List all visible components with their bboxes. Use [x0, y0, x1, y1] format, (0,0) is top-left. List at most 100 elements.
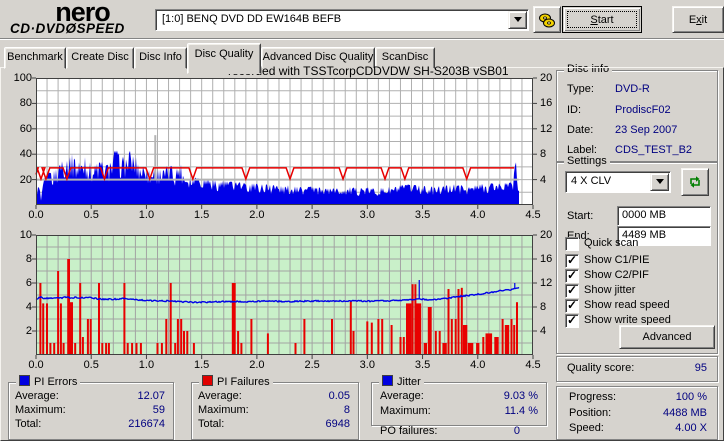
exit-button-label: Exit [688, 13, 708, 26]
disc-id-label: ID: [567, 104, 582, 116]
speed-label: Speed: [569, 422, 604, 434]
checkbox-box[interactable] [565, 313, 579, 328]
stat-label: Maximum: [380, 405, 431, 417]
stat-label: Total: [15, 418, 42, 430]
disc-info-title: Disc info [564, 63, 613, 75]
jitter-marker-icon [382, 375, 393, 386]
po-failures-value: 0 [513, 425, 520, 437]
tab-create-disc[interactable]: Create Disc [66, 47, 134, 69]
pi-failures-legend: PI Failures [199, 375, 273, 388]
stat-value: 9.03 % [503, 390, 538, 402]
scan-speed-dropdown-button[interactable] [650, 173, 669, 191]
checkbox-show-c1-pie[interactable]: Show C1/PIE [557, 253, 717, 268]
exit-button[interactable]: Exit [672, 6, 724, 33]
end-mb-field[interactable]: 4489 MB [617, 226, 711, 246]
stat-value: 216674 [128, 418, 165, 430]
po-failures-label: PO failures: [380, 425, 438, 437]
pi-failures-title: PI Failures [217, 376, 270, 388]
pi-errors-legend: PI Errors [16, 375, 81, 388]
tab-disc-info[interactable]: Disc Info [134, 47, 187, 69]
disc-type-value: DVD-R [615, 83, 650, 95]
checkbox-box[interactable] [565, 237, 579, 251]
pi-errors-title: PI Errors [34, 376, 78, 388]
start-button-label: Start [590, 13, 614, 26]
checkbox-label: Show read speed [584, 299, 670, 311]
stat-label: Average: [15, 390, 59, 402]
stat-value: 59 [152, 404, 165, 416]
stat-label: Maximum: [15, 404, 66, 416]
position-value: 4488 MB [662, 407, 707, 419]
stat-label: Total: [198, 418, 225, 430]
nero-logo: nero CD·DVDØSPEED [10, 0, 155, 36]
disc-label-label: Label: [567, 144, 597, 156]
progress-value: 100 % [675, 391, 707, 403]
advanced-button[interactable]: Advanced [619, 325, 715, 349]
logo-cddvdspeed-text: CD·DVDØSPEED [10, 21, 125, 36]
start-mb-label: Start: [567, 210, 594, 222]
drive-select[interactable]: [1:0] BENQ DVD DD EW164B BEFB [155, 9, 529, 31]
pi-failures-stats-box: PI Failures Average: 0.05 Maximum: 8 Tot… [191, 375, 359, 440]
start-mb-value: 0000 MB [622, 209, 667, 221]
stat-value: 12.07 [137, 390, 165, 402]
eject-disc-button[interactable] [533, 6, 561, 33]
checkbox-label: Quick scan [584, 237, 639, 249]
start-button[interactable]: Start [562, 6, 642, 33]
stat-value: 8 [343, 404, 350, 416]
tab-disc-quality[interactable]: Disc Quality [187, 43, 261, 74]
disc-eject-icon [539, 13, 555, 27]
checkbox-label: Show C1/PIE [584, 254, 650, 266]
logo-nero-text: nero [55, 0, 111, 27]
quality-score-value: 95 [694, 362, 707, 374]
end-mb-value: 4489 MB [622, 229, 667, 241]
checkbox-show-read-speed[interactable]: Show read speed [557, 298, 717, 313]
tab-page-panel [0, 67, 724, 441]
disc-id-value: ProdiscF02 [615, 104, 671, 116]
stat-label: Maximum: [198, 404, 249, 416]
stat-value: 0.05 [328, 390, 350, 402]
tab-scandisc[interactable]: ScanDisc [375, 47, 435, 69]
refresh-button[interactable] [681, 168, 709, 196]
quality-score-box: Quality score: 95 [556, 356, 718, 382]
stat-value: 6948 [325, 418, 350, 430]
start-mb-field[interactable]: 0000 MB [617, 206, 711, 226]
disc-type-label: Type: [567, 83, 594, 95]
tab-advanced-disc-quality[interactable]: Advanced Disc Quality [261, 47, 375, 69]
drive-select-dropdown-button[interactable] [508, 11, 527, 29]
position-label: Position: [569, 407, 612, 419]
tab-benchmark[interactable]: Benchmark [4, 47, 66, 69]
chevron-down-icon [513, 17, 522, 26]
checkbox-show-c2-pif[interactable]: Show C2/PIF [557, 268, 717, 283]
drive-select-value: [1:0] BENQ DVD DD EW164B BEFB [162, 13, 342, 25]
jitter-title: Jitter [397, 376, 421, 388]
stat-label: Average: [380, 390, 424, 402]
checkbox-label: Show C2/PIF [584, 269, 649, 281]
checkbox-show-jitter[interactable]: Show jitter [557, 283, 717, 298]
disc-date-label: Date: [567, 124, 594, 136]
toolbar-separator-highlight [0, 39, 724, 40]
settings-title: Settings [564, 155, 610, 167]
chart-title: recorded with TSSTcorpCDDVDW SH-S203B vS… [228, 64, 509, 78]
pi-errors-stats-box: PI Errors Average: 12.07 Maximum: 59 Tot… [8, 375, 174, 440]
disc-label-value: CDS_TEST_B2 [615, 144, 693, 156]
checkbox-show-write-speed[interactable]: Show write speed [557, 313, 717, 328]
stat-label: Average: [198, 390, 242, 402]
settings-groupbox: Settings 4 X CLV Start: 0000 MB End: 448… [556, 155, 718, 354]
quality-score-label: Quality score: [567, 362, 635, 374]
advanced-button-label: Advanced [642, 331, 692, 343]
toolbar-separator [0, 38, 724, 39]
scan-speed-value: 4 X CLV [571, 175, 612, 187]
progress-label: Progress: [569, 391, 617, 403]
pi-failures-marker-icon [202, 375, 213, 386]
scan-speed-select[interactable]: 4 X CLV [565, 171, 671, 193]
pi-errors-marker-icon [19, 375, 30, 386]
jitter-stats-box: Jitter Average: 9.03 % Maximum: 11.4 % [371, 375, 547, 426]
chevron-down-icon [655, 179, 664, 188]
speed-value: 4.00 X [675, 422, 707, 434]
disc-date-value: 23 Sep 2007 [615, 124, 678, 136]
checkbox-quick-scan[interactable]: Quick scan [557, 237, 717, 251]
jitter-legend: Jitter [379, 375, 424, 388]
progress-box: Progress: 100 % Position: 4488 MB Speed:… [556, 386, 718, 440]
stat-value: 11.4 % [504, 405, 538, 417]
checkbox-label: Show jitter [584, 284, 636, 296]
